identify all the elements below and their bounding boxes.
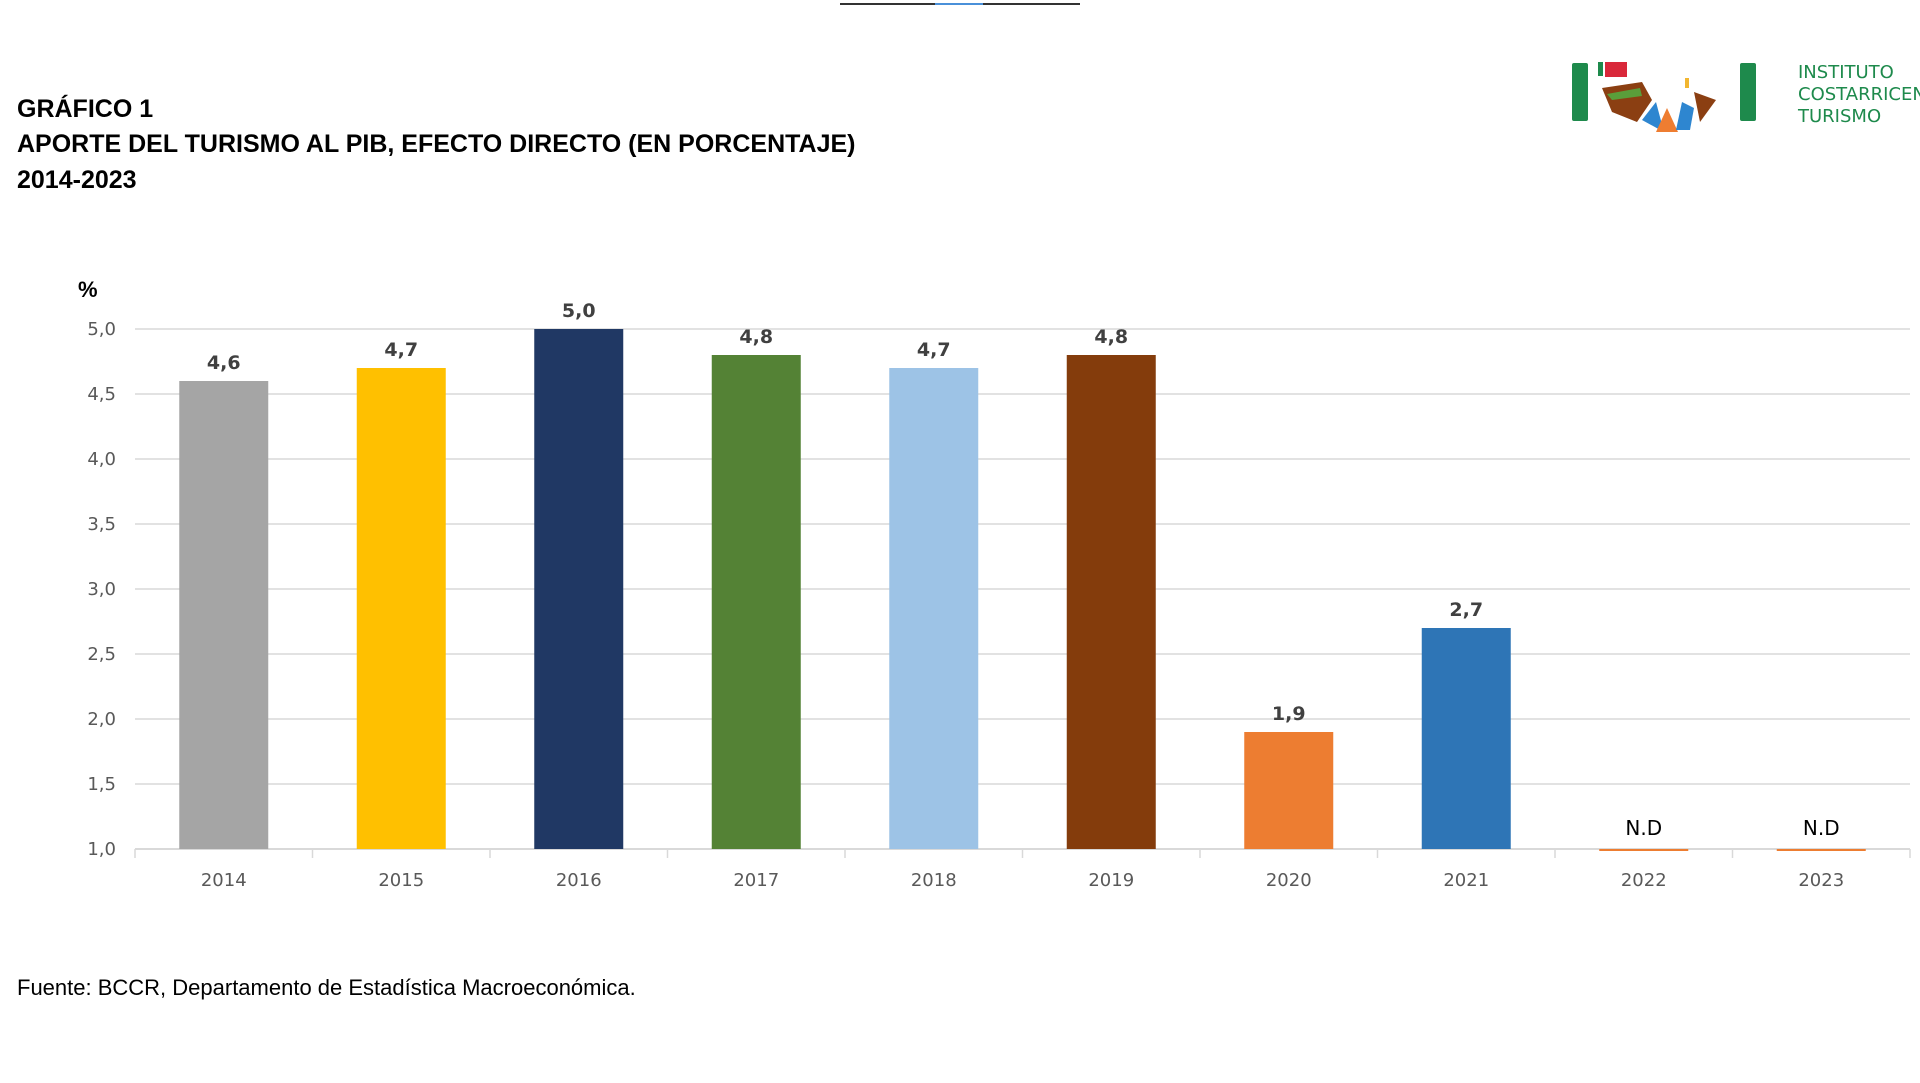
chart-period: 2014-2023 — [17, 166, 137, 194]
source-note: Fuente: BCCR, Departamento de Estadístic… — [17, 975, 636, 1000]
x-tick-label: 2014 — [201, 870, 247, 891]
top-divider-accent — [935, 3, 983, 5]
y-tick-label: 5,0 — [87, 319, 116, 340]
y-tick-label: 4,5 — [87, 384, 116, 405]
chart-title: APORTE DEL TURISMO AL PIB, EFECTO DIRECT… — [17, 130, 856, 158]
logo-text-line: COSTARRICEN — [1798, 84, 1920, 105]
data-label: 4,6 — [207, 352, 241, 374]
logo-text-line: TURISMO — [1798, 106, 1882, 127]
bar-2015 — [356, 368, 446, 849]
y-axis-label: % — [78, 277, 98, 302]
bar-2017 — [711, 355, 801, 849]
y-tick-label: 2,0 — [87, 709, 116, 730]
bar-2020 — [1244, 732, 1334, 849]
ict-logo-text: INSTITUTO COSTARRICEN TURISMO — [1798, 62, 1920, 128]
data-label: 4,8 — [1094, 326, 1128, 348]
x-tick-label: 2017 — [733, 870, 779, 891]
data-label: 4,7 — [917, 339, 951, 361]
chart-number: GRÁFICO 1 — [17, 95, 154, 123]
y-tick-label: 3,5 — [87, 514, 116, 535]
bar-2014 — [179, 381, 269, 849]
y-tick-label: 1,5 — [87, 774, 116, 795]
data-label: N.D — [1803, 816, 1840, 840]
bar-2023 — [1776, 849, 1866, 851]
x-tick-label: 2019 — [1088, 870, 1134, 891]
data-label: 4,7 — [384, 339, 418, 361]
data-label: 4,8 — [739, 326, 773, 348]
data-label: 1,9 — [1272, 703, 1306, 725]
x-tick-label: 2022 — [1621, 870, 1667, 891]
bar-2016 — [534, 329, 624, 849]
x-tick-label: 2021 — [1443, 870, 1489, 891]
data-label: 2,7 — [1449, 599, 1483, 621]
data-label: 5,0 — [562, 300, 596, 322]
y-tick-label: 2,5 — [87, 644, 116, 665]
data-label: N.D — [1625, 816, 1662, 840]
y-tick-label: 3,0 — [87, 579, 116, 600]
bar-2021 — [1421, 628, 1511, 849]
y-tick-label: 1,0 — [87, 839, 116, 860]
y-tick-label: 4,0 — [87, 449, 116, 470]
bar-chart: % 1,0 1,5 2,0 2,5 3,0 3,5 4,0 4,5 5,0 4,6 2014 4,7 20… — [78, 277, 1911, 891]
x-tick-label: 2018 — [911, 870, 957, 891]
x-tick-label: 2016 — [556, 870, 602, 891]
ict-logo-icon — [1572, 62, 1756, 132]
bar-2019 — [1066, 355, 1156, 849]
bar-2018 — [889, 368, 979, 849]
x-tick-label: 2015 — [378, 870, 424, 891]
x-tick-label: 2020 — [1266, 870, 1312, 891]
bar-2022 — [1599, 849, 1689, 851]
x-tick-label: 2023 — [1798, 870, 1844, 891]
logo-text-line: INSTITUTO — [1798, 62, 1894, 83]
